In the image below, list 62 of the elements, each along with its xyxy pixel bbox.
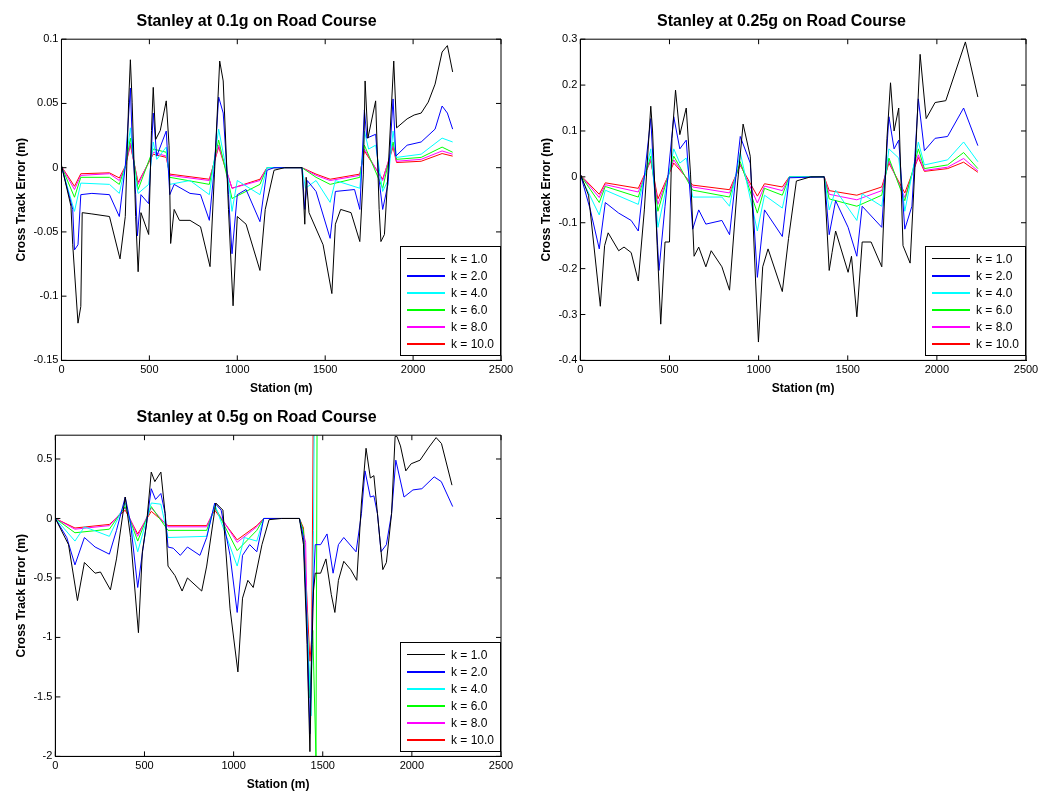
y-tick-label: -1 [42, 630, 53, 643]
y-tick-label: -0.15 [33, 353, 59, 366]
y-tick-label: -0.05 [33, 224, 59, 237]
y-axis-title: Cross Track Error (m) [13, 534, 28, 658]
legend-label: k = 1.0 [450, 647, 488, 662]
legend-label: k = 10.0 [450, 336, 494, 351]
y-tick-label: -0.1 [558, 215, 578, 228]
legend-label: k = 1.0 [450, 251, 488, 266]
y-tick-label: 0.1 [43, 32, 59, 45]
x-tick-label: 1000 [225, 363, 250, 376]
y-tick-label: 0.3 [562, 32, 578, 45]
legend-label: k = 1.0 [975, 251, 1013, 266]
y-tick-label: -1.5 [33, 689, 53, 702]
x-tick-label: 2500 [1013, 363, 1039, 376]
x-axis-title: Station (m) [246, 777, 310, 792]
legend-label: k = 10.0 [975, 336, 1019, 351]
chart-title: Stanley at 0.5g on Road Course [136, 408, 377, 426]
y-axis-title: Cross Track Error (m) [13, 138, 28, 262]
legend-label: k = 4.0 [975, 285, 1013, 300]
y-tick-label: 0.05 [37, 96, 59, 109]
x-tick-label: 2500 [488, 363, 514, 376]
y-tick-label: 0 [571, 169, 578, 182]
y-tick-label: 0 [46, 511, 53, 524]
x-tick-label: 1000 [746, 363, 771, 376]
y-tick-label: 0 [52, 160, 59, 173]
legend-label: k = 8.0 [450, 319, 488, 334]
y-tick-label: -2 [42, 749, 53, 762]
x-axis-title: Station (m) [249, 381, 313, 396]
legend-label: k = 6.0 [450, 302, 488, 317]
y-tick-label: -0.4 [558, 353, 578, 366]
y-tick-label: 0.5 [37, 452, 53, 465]
y-tick-label: -0.2 [558, 261, 578, 274]
y-tick-label: -0.1 [39, 289, 59, 302]
x-tick-label: 1000 [221, 759, 246, 772]
legend-label: k = 8.0 [975, 319, 1013, 334]
y-tick-label: -0.3 [558, 307, 578, 320]
legend-label: k = 6.0 [450, 698, 488, 713]
x-tick-label: 500 [660, 363, 679, 376]
x-tick-label: 1500 [312, 363, 338, 376]
y-tick-label: 0.2 [562, 78, 578, 91]
x-tick-label: 2000 [924, 363, 950, 376]
y-tick-label: -0.5 [33, 570, 53, 583]
legend-label: k = 2.0 [975, 268, 1013, 283]
x-axis-title: Station (m) [771, 381, 835, 396]
x-tick-label: 500 [135, 759, 154, 772]
chart-title: Stanley at 0.25g on Road Course [657, 12, 907, 30]
legend-label: k = 2.0 [450, 268, 488, 283]
x-tick-label: 2500 [488, 759, 514, 772]
x-tick-label: 1500 [835, 363, 860, 376]
legend-label: k = 4.0 [450, 681, 488, 696]
legend-label: k = 6.0 [975, 302, 1013, 317]
legend-label: k = 10.0 [450, 732, 494, 747]
y-axis-title: Cross Track Error (m) [538, 138, 553, 262]
x-tick-label: 500 [140, 363, 159, 376]
x-tick-label: 2000 [400, 363, 426, 376]
legend-label: k = 8.0 [450, 715, 488, 730]
x-tick-label: 1500 [310, 759, 335, 772]
chart-title: Stanley at 0.1g on Road Course [136, 12, 377, 30]
y-tick-label: 0.1 [562, 124, 578, 136]
x-tick-label: 2000 [399, 759, 425, 772]
legend-label: k = 4.0 [450, 285, 488, 300]
legend-label: k = 2.0 [450, 664, 488, 679]
